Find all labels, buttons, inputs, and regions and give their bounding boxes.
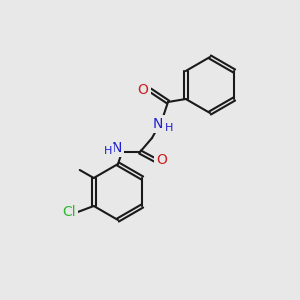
Text: O: O: [157, 153, 167, 167]
Text: N: N: [112, 141, 122, 155]
Text: O: O: [138, 83, 148, 97]
Text: H: H: [104, 146, 112, 156]
Text: H: H: [165, 123, 173, 133]
Text: N: N: [153, 117, 163, 131]
Text: Cl: Cl: [62, 205, 76, 219]
